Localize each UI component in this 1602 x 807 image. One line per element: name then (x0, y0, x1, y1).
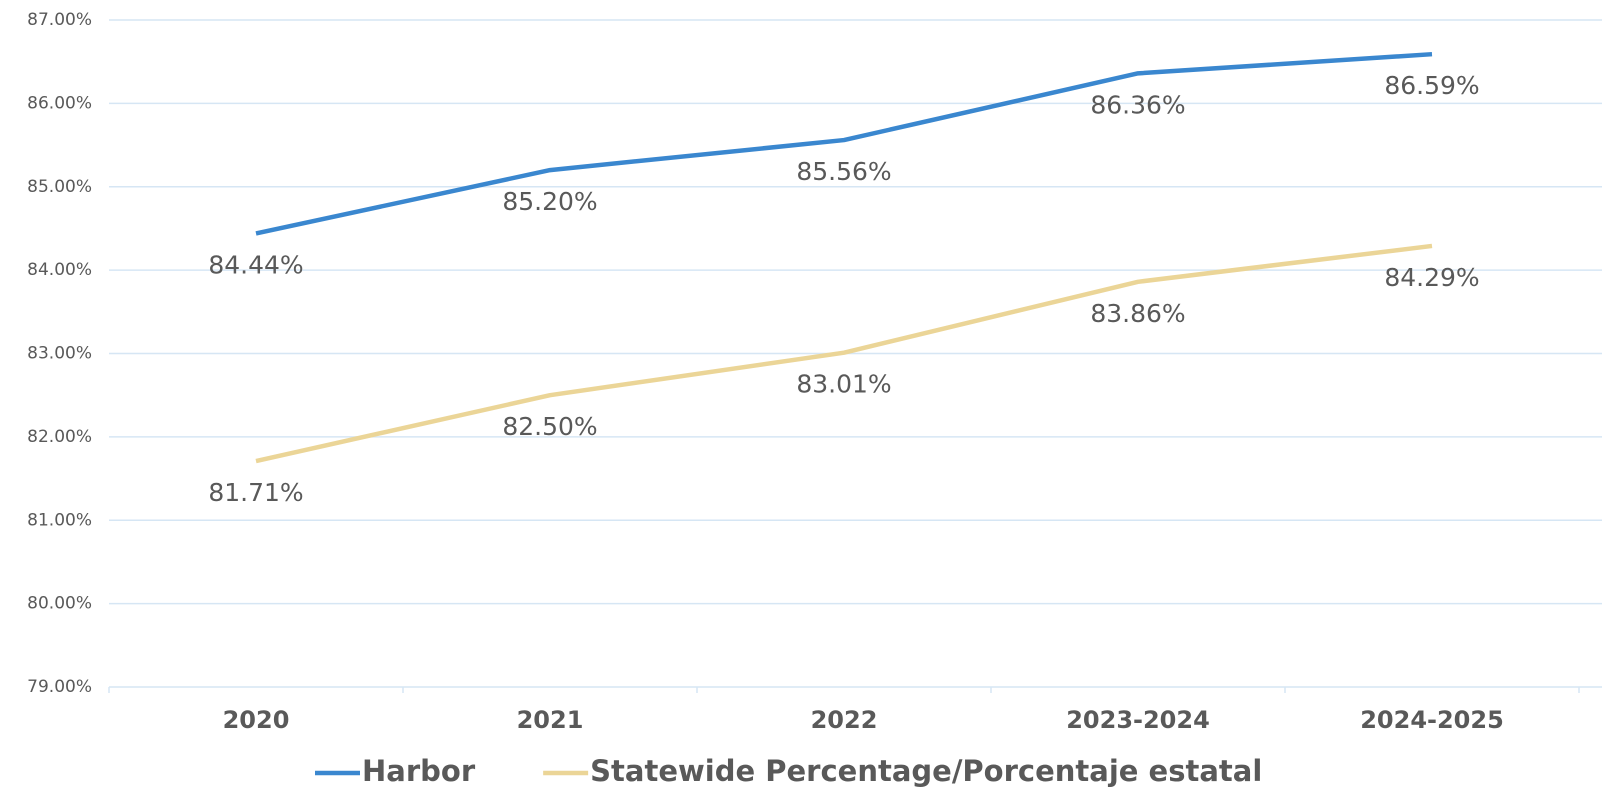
x-tick-label: 2024-2025 (1360, 706, 1504, 734)
x-tick-label: 2021 (517, 706, 584, 734)
y-tick-label: 82.00% (27, 427, 92, 447)
data-label: 82.50% (502, 412, 597, 441)
data-label: 84.44% (208, 250, 303, 279)
data-label: 85.56% (796, 157, 891, 186)
data-label: 85.20% (502, 187, 597, 216)
x-tick-label: 2023-2024 (1066, 706, 1210, 734)
y-tick-label: 81.00% (27, 510, 92, 530)
data-label: 83.86% (1090, 299, 1185, 328)
legend-label: Harbor (362, 754, 476, 788)
legend-label: Statewide Percentage/Porcentaje estatal (590, 754, 1262, 788)
series-line (255, 243, 1433, 464)
series-line (255, 51, 1433, 236)
data-label: 86.36% (1090, 90, 1185, 119)
data-label: 81.71% (208, 478, 303, 507)
x-tick-label: 2020 (223, 706, 290, 734)
y-tick-label: 79.00% (27, 677, 92, 697)
y-tick-label: 80.00% (27, 594, 92, 614)
y-tick-label: 83.00% (27, 344, 92, 364)
y-tick-label: 86.00% (27, 93, 92, 113)
y-tick-label: 87.00% (27, 10, 92, 30)
x-tick-label: 2022 (811, 706, 878, 734)
data-label: 86.59% (1384, 71, 1479, 100)
data-label: 84.29% (1384, 263, 1479, 292)
y-tick-label: 85.00% (27, 177, 92, 197)
y-tick-label: 84.00% (27, 260, 92, 280)
data-label: 83.01% (796, 370, 891, 399)
